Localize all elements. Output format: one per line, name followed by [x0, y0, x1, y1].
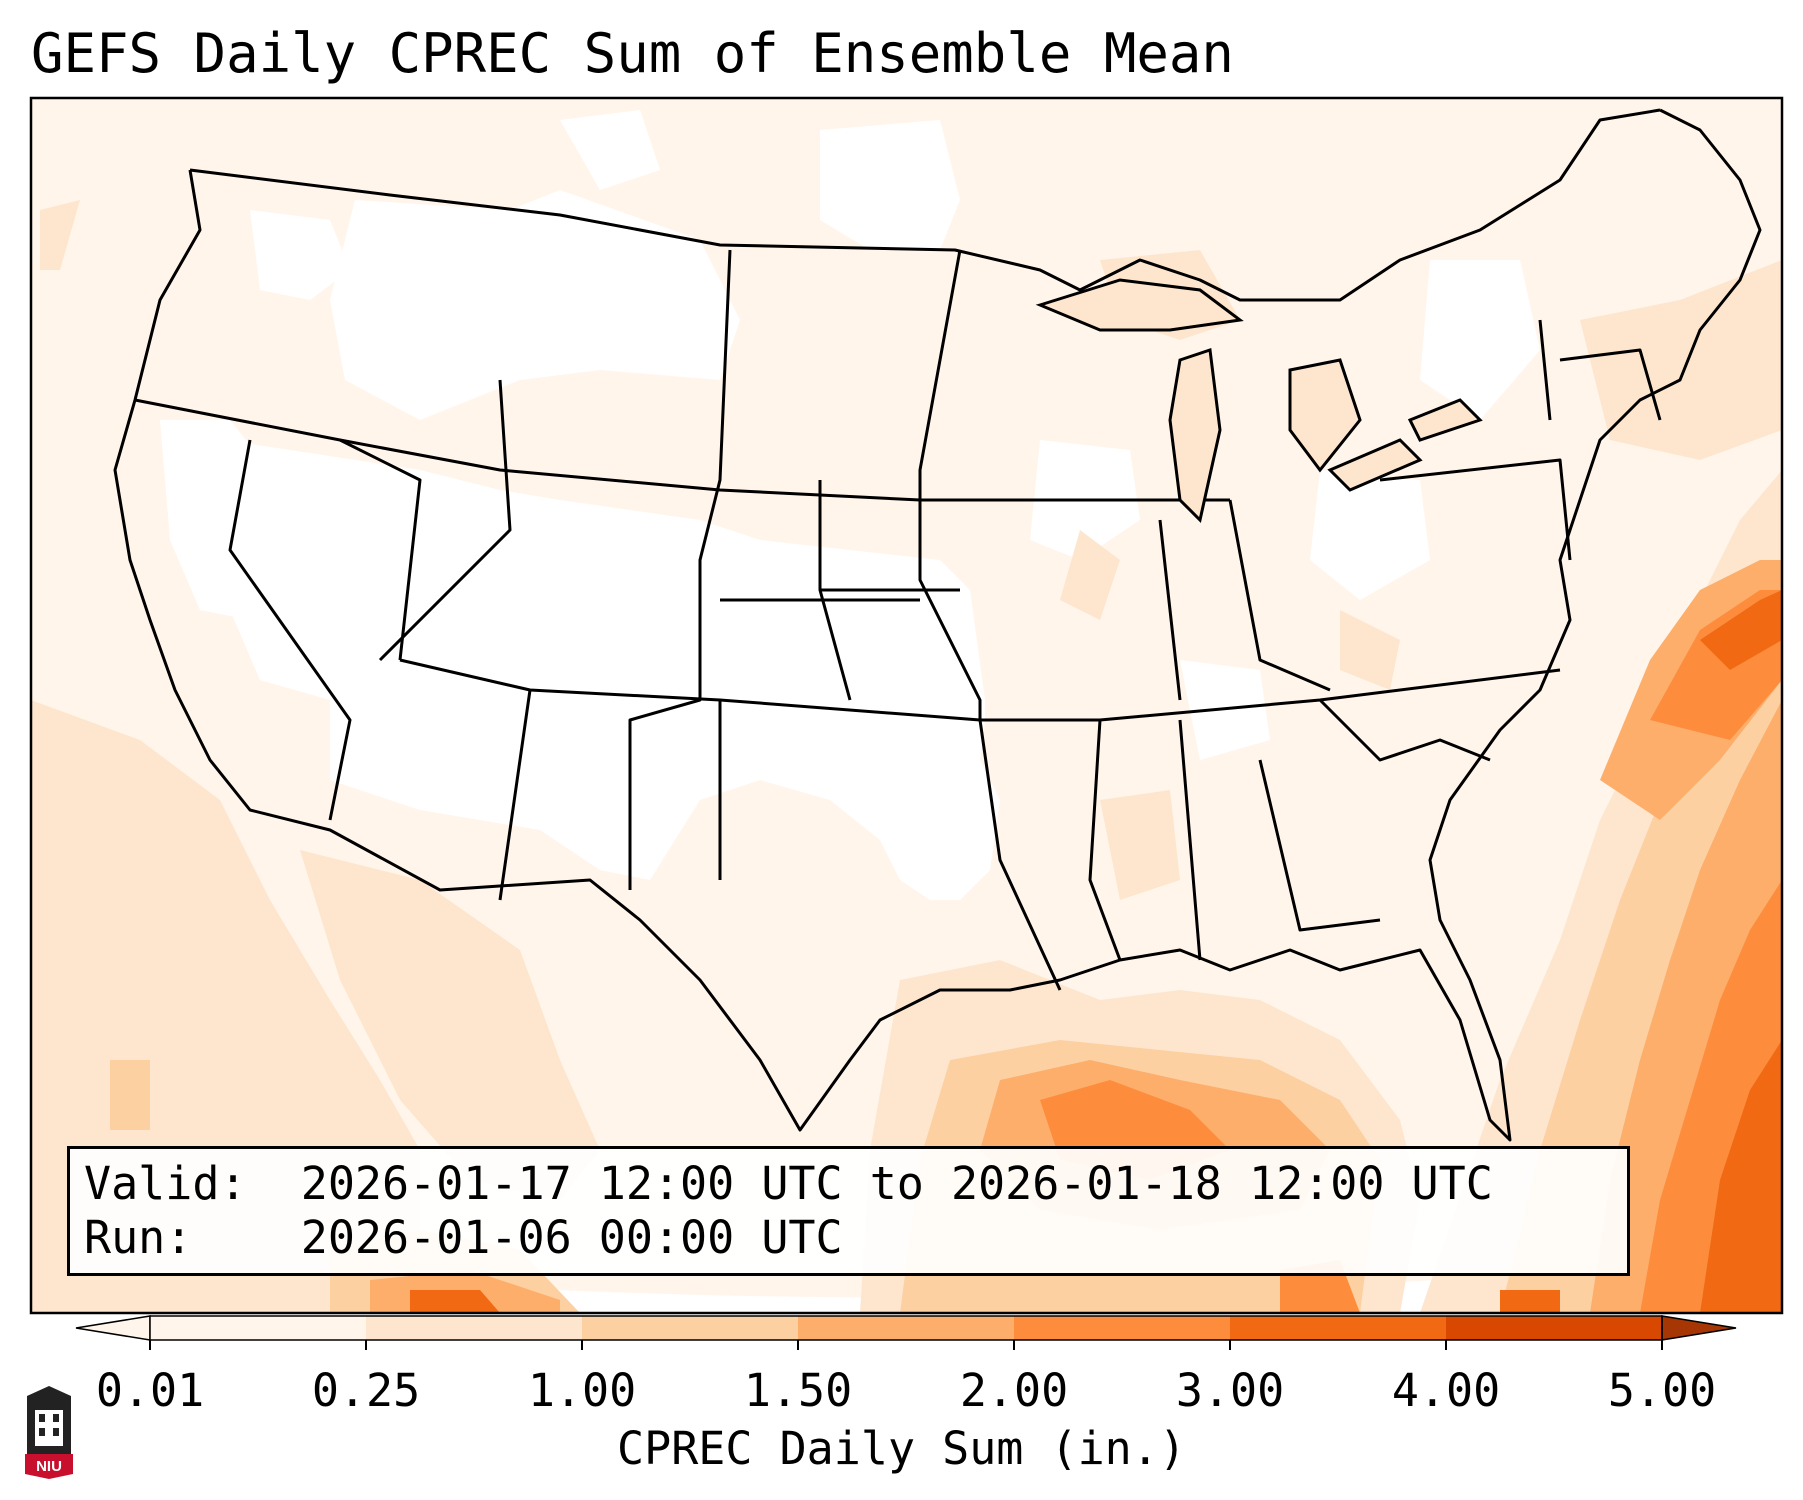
colorbar-segment: [150, 1316, 367, 1340]
colorbar-extend-high: [1661, 1315, 1737, 1341]
colorbar-frame: [149, 1315, 1663, 1341]
state-boundaries: [113, 108, 1762, 1142]
info-box: Valid: 2026-01-17 12:00 UTC to 2026-01-1…: [67, 1146, 1630, 1276]
colorbar-title: CPREC Daily Sum (in.): [617, 1422, 1186, 1475]
run-line: Run: 2026-01-06 00:00 UTC: [84, 1211, 843, 1264]
colorbar-tick-label: 1.50: [743, 1364, 853, 1417]
colorbar-tick-label: 5.00: [1607, 1364, 1717, 1417]
colorbar-tick-label: 4.00: [1391, 1364, 1501, 1417]
colorbar-segment: [798, 1316, 1015, 1340]
colorbar-segment: [1446, 1316, 1663, 1340]
run-label: Run:: [84, 1211, 193, 1264]
map-frame: [29, 96, 1784, 1315]
niu-logo-text: NIU: [36, 1458, 62, 1475]
colorbar-tick-label: 2.00: [959, 1364, 1069, 1417]
colorbar-tick-label: 0.25: [311, 1364, 421, 1417]
valid-line: Valid: 2026-01-17 12:00 UTC to 2026-01-1…: [84, 1157, 1493, 1210]
colorbar-tick-label: 3.00: [1175, 1364, 1285, 1417]
great-lakes: [1035, 278, 1483, 523]
colorbar-segment: [366, 1316, 583, 1340]
colorbar-segment: [1014, 1316, 1231, 1340]
no-precip-areas: [160, 110, 1540, 900]
valid-value: 2026-01-17 12:00 UTC to 2026-01-18 12:00…: [300, 1157, 1493, 1210]
colorbar-tick-label: 1.00: [527, 1364, 637, 1417]
colorbar-segment: [582, 1316, 799, 1340]
colorbar-tick-label: 0.01: [95, 1364, 205, 1417]
colorbar: [75, 1315, 1737, 1350]
valid-label: Valid:: [84, 1157, 247, 1210]
niu-logo: NIU: [25, 1386, 73, 1479]
run-value: 2026-01-06 00:00 UTC: [300, 1211, 843, 1264]
extreme-precip-areas: [410, 590, 1782, 1313]
colorbar-segment: [1230, 1316, 1447, 1340]
map-title: GEFS Daily CPREC Sum of Ensemble Mean: [31, 22, 1234, 85]
colorbar-extend-low: [75, 1315, 151, 1341]
